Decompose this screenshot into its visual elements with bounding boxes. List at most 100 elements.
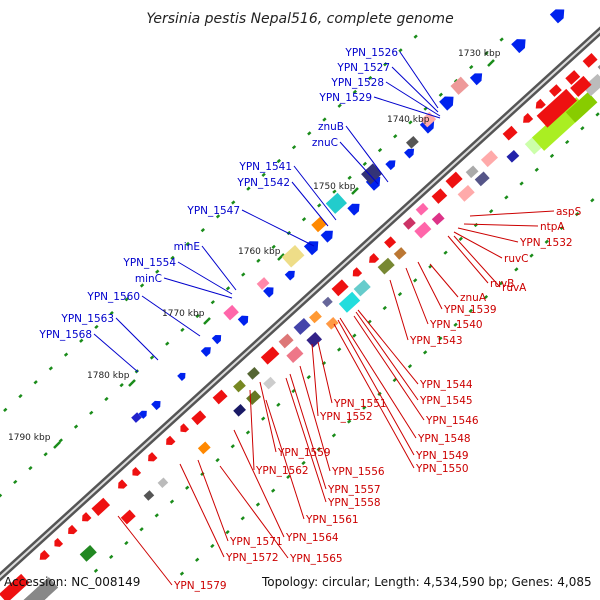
reverse-gene: [54, 537, 64, 547]
gene-box: [197, 441, 211, 455]
reverse-gene-label: YPN_1564: [285, 532, 339, 544]
kbp-major-tick: [351, 187, 359, 195]
tick-mark: [79, 338, 84, 343]
tick-mark: [139, 283, 145, 288]
gene-arrow: [166, 435, 176, 445]
forward-gene: [151, 400, 161, 411]
gene-box: [91, 497, 111, 516]
reverse-gene: [523, 113, 534, 123]
gene-box: [406, 135, 419, 149]
gene-box: [306, 331, 323, 348]
tick-mark: [18, 393, 23, 399]
gene-box: [450, 76, 469, 95]
gene-box: [480, 150, 499, 168]
reverse-gene-label: YPN_1549: [415, 450, 469, 462]
tick-mark: [276, 158, 281, 164]
gene-box: [431, 188, 448, 204]
tick-mark: [246, 186, 251, 191]
tick-mark: [316, 447, 321, 452]
forward-gene-label: minC: [135, 273, 162, 285]
forward-gene-label-leader: [241, 209, 315, 247]
tick-mark: [458, 236, 463, 241]
tick-mark: [438, 92, 443, 97]
reverse-gene: [306, 331, 323, 348]
reverse-gene-label-leader: [429, 263, 459, 298]
reverse-gene-label-leader: [299, 365, 331, 472]
forward-gene-label-leader: [291, 181, 329, 227]
tick-mark: [544, 239, 549, 244]
gene-box: [549, 84, 562, 97]
reverse-gene-label-leader: [389, 279, 409, 341]
kbp-major-tick: [53, 441, 61, 449]
reverse-gene-label-leader: [289, 373, 327, 490]
gene-box: [79, 544, 97, 562]
label-leaders: [93, 51, 555, 586]
gene-box: [293, 318, 311, 335]
gene-box: [403, 217, 416, 230]
reverse-gene-label: YPN_1571: [229, 536, 283, 548]
reverse-gene: [352, 267, 363, 277]
tick-mark: [13, 479, 18, 485]
tick-mark: [225, 530, 230, 535]
reverse-gene-label-leader: [179, 463, 225, 558]
tick-mark: [347, 175, 352, 180]
tick-mark: [124, 540, 129, 546]
reverse-gene-label: YPN_1579: [173, 580, 227, 592]
gene-box: [143, 490, 155, 501]
gene-arrow: [535, 98, 546, 109]
reverse-gene: [431, 212, 445, 226]
forward-gene-label: YPN_1527: [336, 62, 390, 74]
gene-arrow: [54, 537, 64, 547]
reverse-gene: [353, 279, 371, 297]
reverse-gene-label: YPN_1539: [443, 304, 497, 316]
reverse-gene: [415, 202, 429, 216]
forward-gene-label-leader: [115, 317, 159, 361]
tick-mark: [575, 211, 580, 217]
reverse-gene: [403, 217, 416, 230]
forward-gene: [237, 315, 249, 327]
reverse-gene-label-leader: [249, 389, 255, 471]
reverse-gene: [132, 466, 142, 476]
tick-mark: [200, 228, 205, 233]
tick-mark: [483, 294, 489, 300]
gene-box: [263, 376, 276, 390]
gene-box: [23, 577, 59, 600]
tick-mark: [33, 380, 38, 385]
gene-arrow: [385, 160, 396, 171]
reverse-gene: [331, 279, 349, 297]
forward-gene-label-leader: [373, 96, 441, 119]
tick-mark: [93, 568, 99, 573]
reverse-gene: [180, 423, 190, 433]
accession-text: Accession: NC_008149: [4, 575, 140, 589]
forward-gene: [385, 160, 396, 171]
tick-mark: [43, 452, 48, 457]
reverse-gene: [246, 390, 262, 405]
gene-box: [414, 221, 432, 239]
tick-mark: [291, 388, 296, 394]
tick-mark: [301, 460, 306, 466]
reverse-gene-label-leader: [463, 223, 539, 227]
tick-mark: [317, 203, 322, 208]
gene-arrow: [549, 9, 565, 24]
reverse-gene-label: YPN_1556: [331, 466, 385, 478]
reverse-gene-label-leader: [469, 210, 555, 217]
reverse-gene: [322, 296, 333, 308]
forward-gene: [281, 244, 305, 268]
reverse-gene: [68, 524, 78, 535]
gene-box: [223, 304, 239, 321]
tick-mark: [276, 402, 281, 407]
tick-mark: [504, 195, 509, 200]
tick-mark: [362, 405, 367, 410]
forward-gene: [469, 73, 483, 86]
reverse-gene: [465, 165, 479, 179]
reverse-gene-label: YPN_1544: [419, 379, 473, 391]
tick-mark: [534, 167, 539, 172]
kbp-major-tick: [487, 59, 495, 67]
forward-gene: [303, 241, 319, 256]
forward-gene-label: minE: [174, 241, 200, 253]
tick-mark: [271, 488, 276, 493]
gene-arrow: [177, 372, 186, 382]
forward-gene-label-leader: [177, 261, 233, 295]
tick-mark: [63, 352, 69, 357]
tick-mark: [559, 225, 565, 231]
